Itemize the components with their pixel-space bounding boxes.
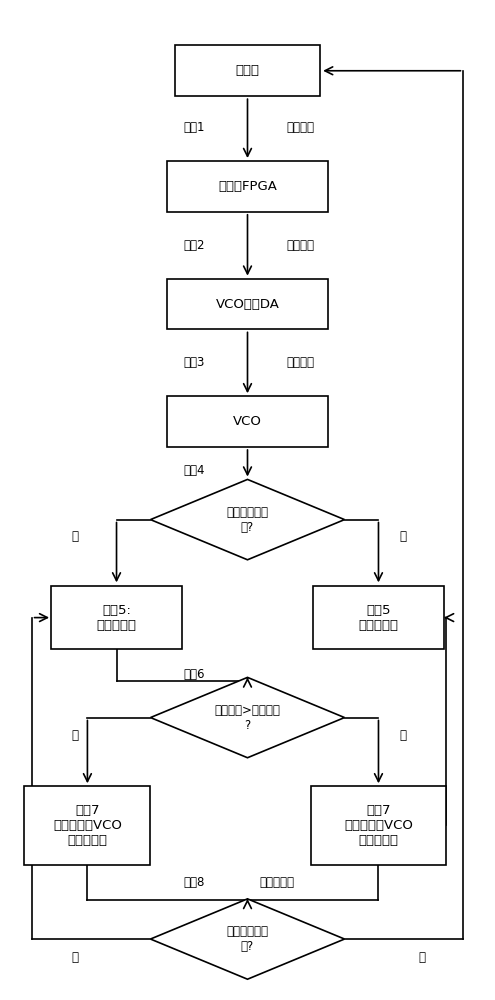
Text: VCO: VCO — [233, 415, 262, 428]
Polygon shape — [150, 677, 345, 758]
Text: 锁相环闭环: 锁相环闭环 — [259, 876, 294, 889]
Text: 步骤8: 步骤8 — [184, 876, 205, 889]
Text: 分频时钟>参考时钟
?: 分频时钟>参考时钟 ? — [214, 704, 281, 732]
Text: 否: 否 — [72, 729, 79, 742]
Text: 步骤5
存储软参数: 步骤5 存储软参数 — [358, 604, 398, 632]
Text: 否: 否 — [72, 951, 79, 964]
Text: 送初始値: 送初始値 — [287, 121, 315, 134]
Text: 产生电压: 产生电压 — [287, 356, 315, 369]
FancyBboxPatch shape — [310, 786, 446, 865]
Text: 锁相环FPGA: 锁相环FPGA — [218, 180, 277, 193]
Text: 否: 否 — [72, 530, 79, 543]
FancyBboxPatch shape — [167, 396, 328, 447]
Polygon shape — [150, 479, 345, 560]
Text: 送预置値: 送预置値 — [287, 239, 315, 252]
Text: 步骤6: 步骤6 — [183, 668, 205, 681]
FancyBboxPatch shape — [24, 786, 150, 865]
FancyBboxPatch shape — [167, 279, 328, 329]
FancyBboxPatch shape — [175, 45, 320, 96]
Text: 锁相环是否锁
住?: 锁相环是否锁 住? — [227, 506, 268, 534]
Text: 步骤2: 步骤2 — [183, 239, 205, 252]
Text: 步骤1: 步骤1 — [183, 121, 205, 134]
FancyBboxPatch shape — [167, 161, 328, 212]
Text: 步骤4: 步骤4 — [183, 464, 205, 477]
Text: 步骤5:
锁相环开环: 步骤5: 锁相环开环 — [97, 604, 137, 632]
Text: 是: 是 — [399, 729, 406, 742]
Text: 锁相环是否锁
住?: 锁相环是否锁 住? — [227, 925, 268, 953]
FancyBboxPatch shape — [51, 586, 182, 649]
Text: 步骤7
工控机增大VCO
预置软参数: 步骤7 工控机增大VCO 预置软参数 — [53, 804, 122, 847]
Text: 步骤3: 步骤3 — [184, 356, 205, 369]
Text: 工控机: 工控机 — [236, 64, 259, 77]
Polygon shape — [150, 899, 345, 979]
Text: 步骤7
工控机减小VCO
预置软参数: 步骤7 工控机减小VCO 预置软参数 — [344, 804, 413, 847]
FancyBboxPatch shape — [313, 586, 444, 649]
Text: 是: 是 — [419, 951, 426, 964]
Text: 是: 是 — [399, 530, 406, 543]
Text: VCO预置DA: VCO预置DA — [215, 298, 280, 310]
